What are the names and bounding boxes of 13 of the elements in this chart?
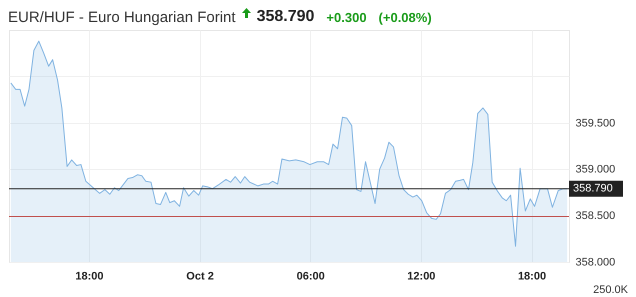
- y-tick-label: 359.500: [576, 117, 616, 130]
- x-tick-label: 12:00: [407, 270, 436, 282]
- y-tick-label: 358.500: [576, 210, 616, 222]
- x-tick-label: 06:00: [296, 270, 325, 282]
- ref-line-label: 358.790: [573, 182, 613, 195]
- x-tick-label: Oct 2: [186, 270, 214, 282]
- text: 250.0K: [593, 284, 628, 296]
- x-tick-label: 18:00: [518, 270, 546, 282]
- y-tick-label: 358.000: [576, 256, 616, 268]
- x-tick-label: 18:00: [75, 270, 104, 282]
- y-tick-label: 359.000: [576, 164, 616, 176]
- chart-subtitle: 358.790 +0.300 (+0.08%): [256, 8, 432, 26]
- chart-title: EUR/HUF - Euro Hungarian Forint: [8, 8, 236, 26]
